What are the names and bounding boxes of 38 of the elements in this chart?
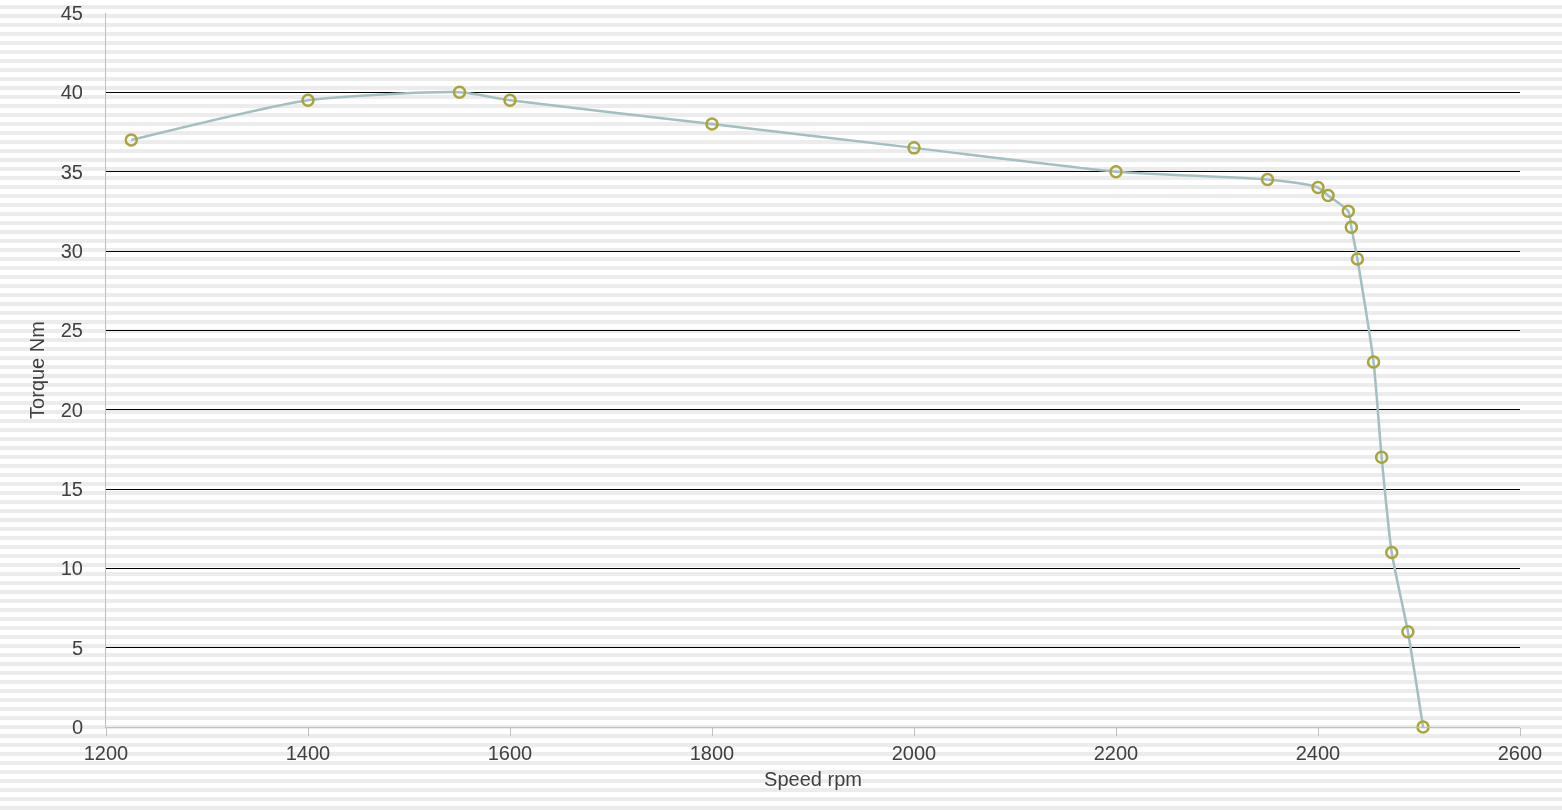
- x-tick-label: 2600: [1497, 742, 1543, 764]
- point: [503, 93, 517, 108]
- point: [1374, 450, 1389, 465]
- point: [1344, 220, 1359, 234]
- point: [1109, 164, 1123, 179]
- point: [452, 85, 467, 100]
- point: [1401, 625, 1415, 639]
- x-tick-label: 1200: [83, 742, 129, 764]
- point: [1366, 355, 1381, 369]
- y-tick-label: 30: [60, 240, 83, 262]
- point: [1260, 172, 1275, 187]
- point: [907, 141, 921, 155]
- point: [1416, 720, 1430, 734]
- point: [1321, 188, 1335, 203]
- y-tick-label: 20: [60, 398, 83, 421]
- y-axis-title: Torque Nm: [26, 321, 49, 419]
- x-tick-label: 1400: [285, 742, 331, 764]
- point: [1341, 204, 1356, 219]
- y-tick-label: 10: [60, 557, 83, 580]
- x-tick-label: 2200: [1093, 742, 1139, 764]
- y-tick-label: 25: [60, 319, 83, 342]
- y-tick-label: 40: [60, 81, 83, 104]
- point: [1311, 180, 1325, 195]
- y-tick-label: 15: [60, 478, 83, 500]
- point: [1350, 252, 1365, 266]
- y-tick-label: 45: [60, 2, 83, 24]
- point: [124, 133, 138, 147]
- point: [705, 117, 719, 131]
- x-tick-label: 1800: [689, 742, 735, 764]
- x-tick-label: 2000: [891, 742, 937, 764]
- x-axis-title: Speed rpm: [764, 767, 862, 790]
- x-tick-label: 1600: [487, 742, 533, 764]
- y-tick-label: 0: [71, 716, 83, 738]
- point: [1384, 545, 1399, 560]
- x-tick-label: 2400: [1295, 742, 1341, 764]
- y-tick-label: 5: [71, 636, 83, 659]
- y-tick-label: 35: [60, 160, 83, 183]
- point: [301, 93, 315, 108]
